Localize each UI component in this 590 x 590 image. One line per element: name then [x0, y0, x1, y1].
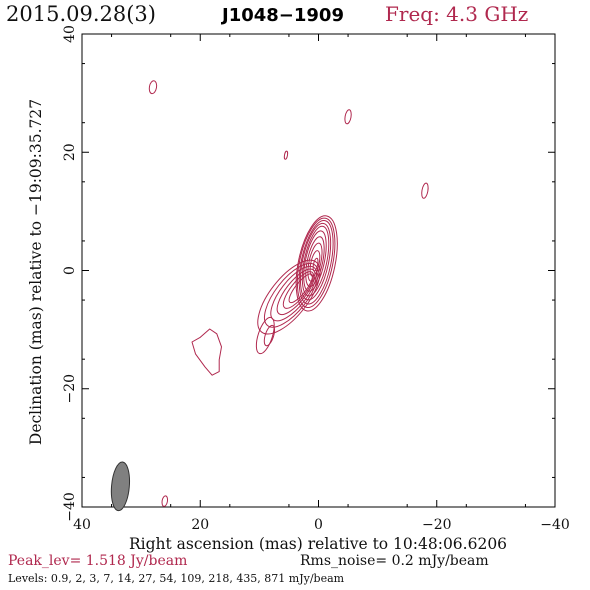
x-tick-label: 20: [191, 517, 209, 533]
beam-ellipse: [110, 461, 131, 512]
jet-contour: [257, 259, 321, 335]
core-contour: [307, 242, 323, 282]
core-contour: [305, 236, 325, 288]
frequency-label: Freq: 4.3 GHz: [385, 2, 529, 26]
noise-island-contour: [344, 109, 352, 125]
x-tick-label: 40: [73, 517, 91, 533]
contour-levels: Levels: 0.9, 2, 3, 7, 14, 27, 54, 109, 2…: [8, 572, 345, 585]
contour-layer: [110, 80, 429, 512]
noise-island-contour: [148, 80, 158, 95]
component-contour: [263, 324, 276, 347]
x-tick-label: 0: [314, 517, 323, 533]
peak-level: Peak_lev= 1.518 Jy/beam: [8, 553, 188, 569]
rms-noise: Rms_noise= 0.2 mJy/beam: [300, 553, 489, 569]
y-tick-label: −20: [62, 374, 78, 404]
core-contour: [303, 230, 327, 292]
noise-island-contour: [161, 495, 169, 507]
core-contour: [295, 215, 338, 312]
source-name: J1048−1909: [222, 5, 344, 26]
jet-contour: [282, 271, 314, 309]
x-tick-label: −20: [422, 517, 452, 533]
core-contour: [299, 222, 332, 301]
y-tick-label: 20: [62, 143, 78, 161]
jet-contour: [270, 265, 317, 322]
x-axis-label: Right ascension (mas) relative to 10:48:…: [129, 535, 507, 553]
core-contour: [312, 257, 319, 272]
core-contour: [296, 217, 336, 308]
noise-island-contour: [283, 150, 289, 160]
core-contour: [301, 225, 330, 297]
observation-date: 2015.09.28(3): [6, 2, 156, 26]
jet-contour: [264, 262, 319, 328]
irregular-component-contour: [191, 328, 222, 376]
core-contour: [298, 219, 334, 305]
x-tick-label: −40: [540, 517, 570, 533]
y-tick-label: 0: [62, 266, 78, 275]
noise-island-contour: [421, 182, 429, 199]
core-contour: [309, 250, 321, 277]
component-contour: [255, 316, 275, 355]
y-axis-label: Declination (mas) relative to −19:09:35.…: [27, 99, 45, 445]
y-tick-label: −40: [62, 492, 78, 522]
y-tick-label: 40: [62, 25, 78, 43]
